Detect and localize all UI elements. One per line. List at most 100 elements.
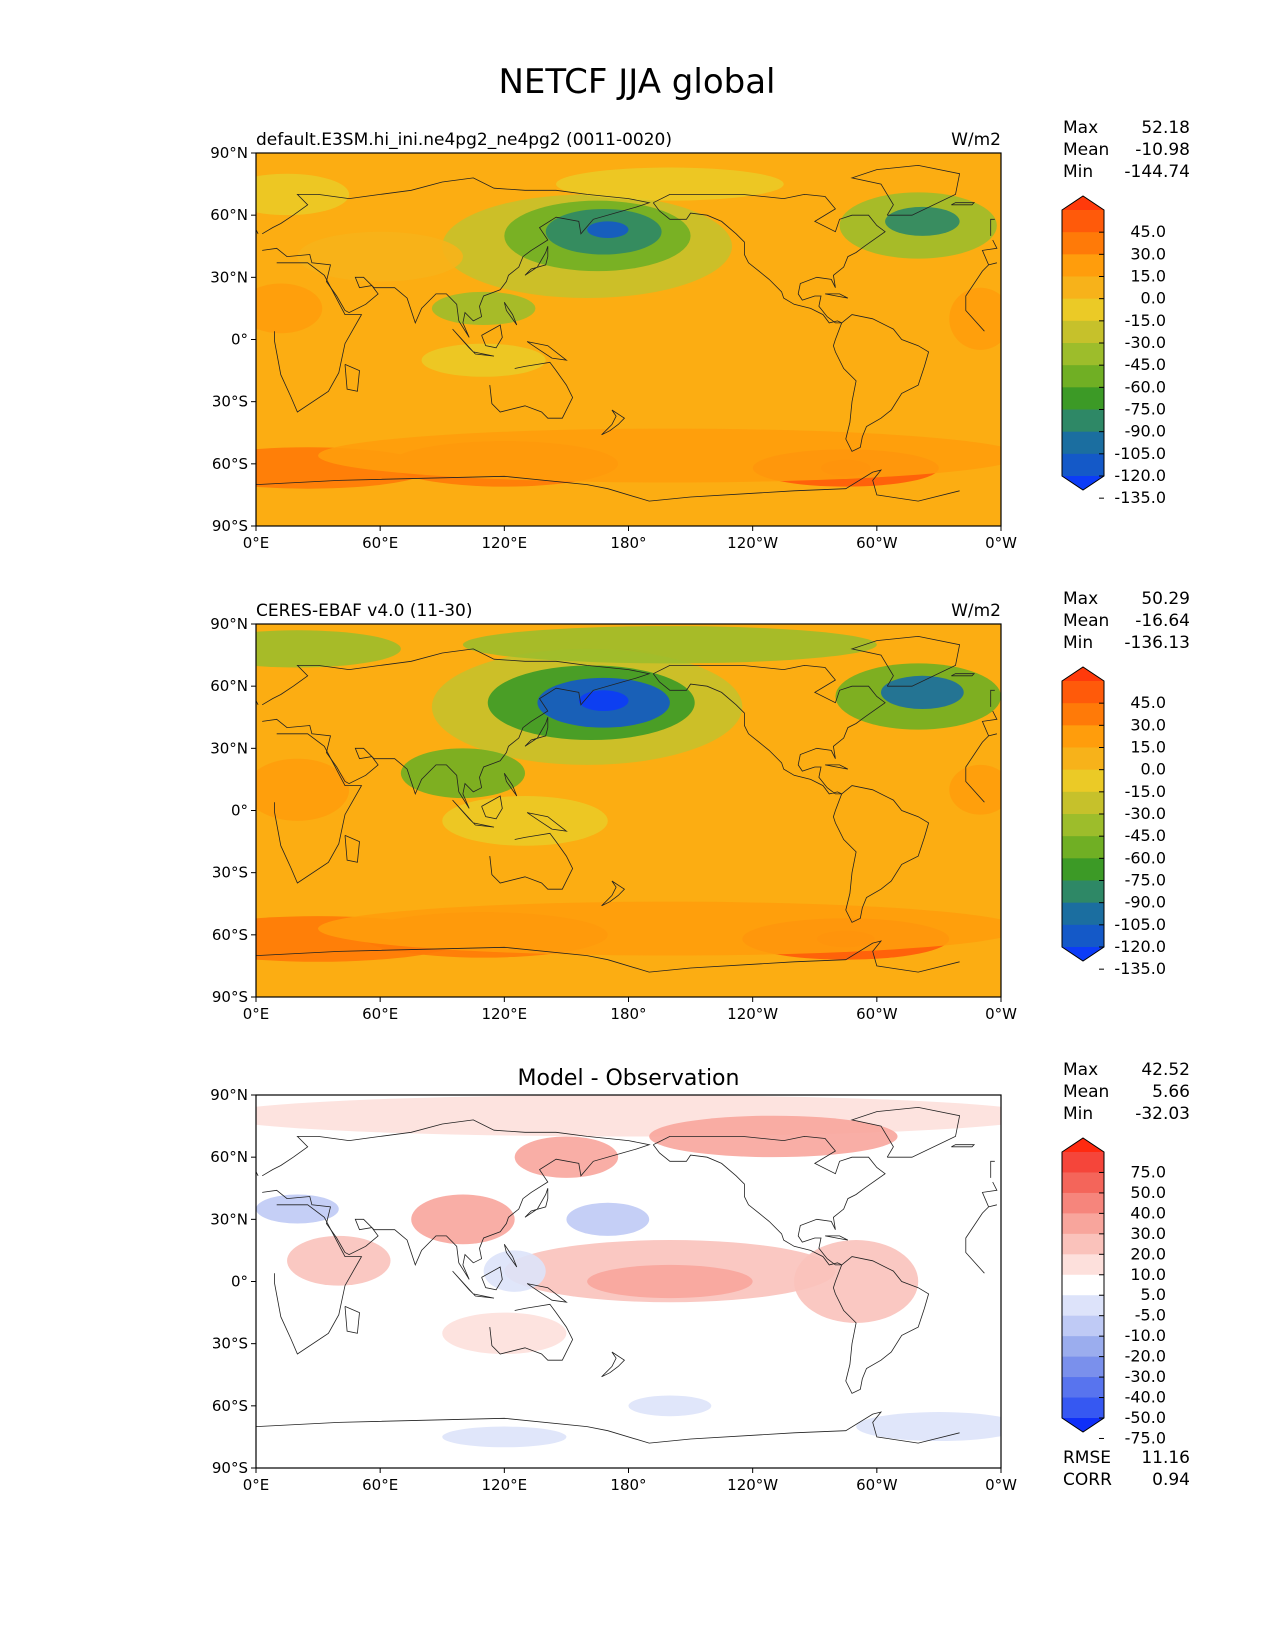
coastline — [524, 1188, 549, 1218]
lon-tick-label: 120°E — [482, 534, 528, 552]
colorbar: 45.0 30.0 15.0 0.0 -15.0 -30.0 -45.0 -60.0 -75.0… — [1061, 195, 1166, 507]
coastline — [652, 664, 886, 795]
colorbar-label: 45.0 — [1130, 693, 1166, 712]
contour-fill — [421, 343, 546, 377]
colorbar-extend-bottom — [1062, 947, 1104, 961]
coastline — [503, 772, 518, 797]
lon-tick-label: 120°E — [482, 1005, 528, 1023]
lat-tick-label: 90°S — [212, 1459, 248, 1477]
lat-tick-label: 30°N — [210, 739, 248, 757]
stat-value: 52.18 — [1141, 118, 1190, 138]
colorbar-bin — [1062, 276, 1104, 300]
stat-value: 50.29 — [1141, 589, 1190, 609]
lat-tick-label: 60°S — [212, 1397, 248, 1415]
coastline — [489, 1303, 574, 1361]
coastline — [832, 1256, 930, 1394]
coastline — [481, 795, 503, 820]
contour-fill — [256, 283, 323, 334]
coastline — [526, 341, 568, 361]
lon-tick-label: 0°W — [985, 1005, 1017, 1023]
colorbar-bin — [1062, 387, 1104, 410]
lon-tick-label: 120°W — [727, 1476, 778, 1494]
coastline — [274, 1204, 989, 1355]
colorbar-label: -50.0 — [1125, 1408, 1166, 1427]
colorbar-bin — [1062, 681, 1104, 704]
colorbar-bin — [1062, 836, 1104, 859]
colorbar-label: -120.0 — [1114, 937, 1166, 956]
colorbar-bin — [1062, 210, 1104, 233]
contour-fill — [462, 626, 877, 664]
colorbar-bin — [1062, 747, 1104, 771]
coastline — [256, 469, 960, 502]
colorbar-bin — [1062, 1152, 1104, 1173]
lat-tick-label: 30°S — [212, 864, 248, 882]
stat-value: 5.66 — [1152, 1082, 1190, 1102]
panel-center-title: Model - Observation — [518, 1066, 740, 1091]
colorbar-bin — [1062, 365, 1104, 388]
colorbar-bin — [1062, 814, 1104, 837]
lat-tick-label: 60°N — [210, 677, 248, 695]
contour-fill — [856, 1412, 1001, 1442]
colorbar-label: -10.0 — [1125, 1326, 1166, 1345]
lon-tick-label: 0°E — [243, 1476, 270, 1494]
coastline — [825, 1235, 849, 1241]
stat-label: Mean — [1063, 140, 1109, 160]
colorbar-bin — [1062, 1336, 1104, 1358]
contour-fill — [442, 1426, 567, 1448]
colorbar-label: -105.0 — [1114, 444, 1166, 463]
coastline — [850, 164, 961, 216]
colorbar-label: -40.0 — [1125, 1388, 1166, 1407]
stat-label: Min — [1063, 633, 1093, 653]
lat-tick-label: 0° — [231, 1273, 248, 1291]
contour-fill — [256, 758, 350, 821]
coastline — [452, 328, 474, 353]
panel-units: W/m2 — [951, 601, 1001, 621]
coastline — [481, 1266, 503, 1291]
colorbar: 45.0 30.0 15.0 0.0 -15.0 -30.0 -45.0 -60.0 -75.0… — [1061, 666, 1166, 978]
coastline — [503, 301, 518, 326]
colorbar-bin — [1062, 431, 1104, 455]
colorbar-label: 75.0 — [1130, 1162, 1166, 1181]
colorbar-bin — [1062, 1192, 1104, 1214]
coastline — [526, 812, 568, 832]
colorbar-label: -60.0 — [1125, 848, 1166, 867]
lon-tick-label: 0°W — [985, 1476, 1017, 1494]
lon-tick-label: 0°E — [243, 1005, 270, 1023]
stat-value: -16.64 — [1135, 611, 1190, 631]
coastline — [601, 1351, 626, 1378]
lon-tick-label: 60°W — [856, 1005, 898, 1023]
lon-tick-label: 60°W — [856, 1476, 898, 1494]
colorbar-label: 45.0 — [1130, 222, 1166, 241]
lat-tick-label: 30°S — [212, 393, 248, 411]
contour-fill — [885, 206, 960, 236]
colorbar-bin — [1062, 858, 1104, 881]
stat-label: Mean — [1063, 1082, 1109, 1102]
coastline — [452, 1270, 474, 1295]
lat-tick-label: 0° — [231, 802, 248, 820]
contour-fill — [442, 1312, 567, 1355]
colorbar-bin — [1062, 254, 1104, 277]
colorbar-label: -60.0 — [1125, 377, 1166, 396]
colorbar-bin — [1062, 1254, 1104, 1276]
colorbar-bin — [1062, 1172, 1104, 1194]
colorbar-label: -120.0 — [1114, 466, 1166, 485]
colorbar-label: -75.0 — [1125, 871, 1166, 890]
colorbar-label: 30.0 — [1130, 1224, 1166, 1243]
coastline — [652, 1135, 886, 1266]
colorbar-bin — [1062, 1274, 1104, 1296]
contour-fill — [442, 795, 608, 846]
contour-fill — [949, 287, 1001, 350]
colorbar-label: 40.0 — [1130, 1203, 1166, 1222]
panel-left-title: default.E3SM.hi_ini.ne4pg2_ne4pg2 (0011-… — [256, 130, 672, 150]
colorbar-bin — [1062, 902, 1104, 926]
coastline — [261, 648, 998, 809]
stat-label: Max — [1063, 118, 1098, 138]
coastline — [832, 785, 930, 923]
coastline — [652, 193, 886, 324]
coastline — [601, 880, 626, 907]
coastline — [601, 409, 626, 436]
stat-value: 42.52 — [1141, 1060, 1190, 1080]
colorbar-label: -20.0 — [1125, 1347, 1166, 1366]
colorbar-extend-top — [1062, 667, 1104, 681]
